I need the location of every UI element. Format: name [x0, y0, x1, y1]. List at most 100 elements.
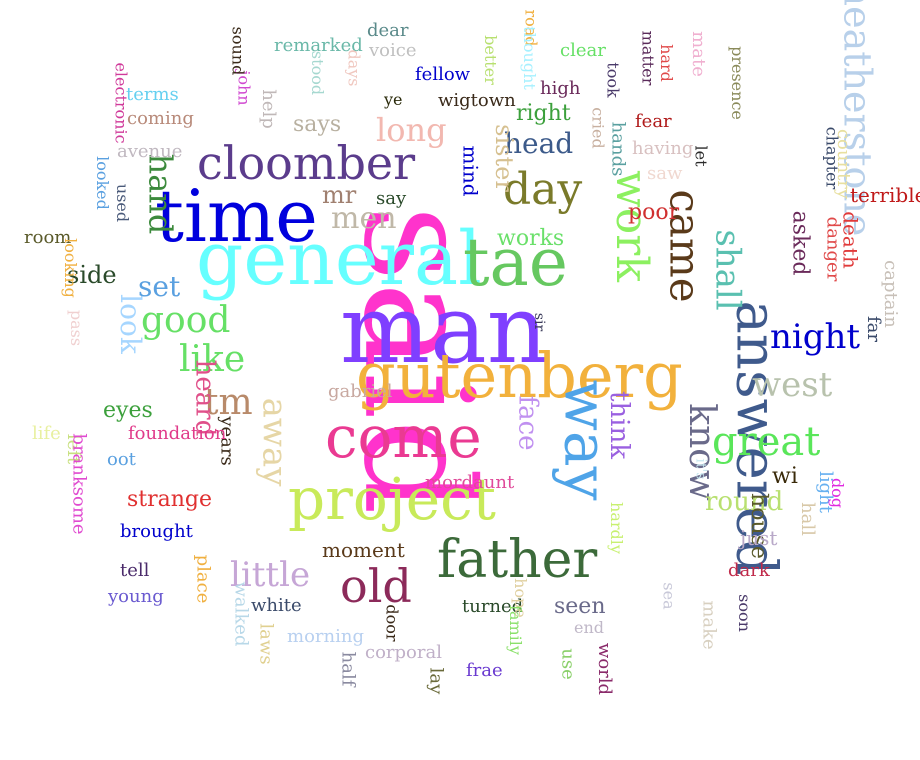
word-hard: hard — [656, 44, 676, 82]
word-tell: tell — [120, 560, 150, 581]
word-foundation: foundation — [128, 423, 227, 444]
word-seen: seen — [554, 594, 606, 619]
word-tae: tae — [463, 224, 568, 301]
word-fear: fear — [635, 111, 672, 132]
word-away: away — [254, 397, 295, 487]
word-little: little — [230, 555, 311, 595]
word-poor: poor — [628, 200, 680, 225]
word-sound: sound — [228, 26, 248, 76]
word-white: white — [251, 595, 302, 616]
word-mr: mr — [322, 181, 357, 209]
word-terms: terms — [126, 84, 179, 105]
word-pass: pass — [67, 309, 87, 347]
word-frae: frae — [466, 660, 503, 681]
word-life: life — [32, 423, 61, 444]
word-coming: coming — [127, 108, 194, 129]
word-works: works — [497, 226, 565, 251]
word-branksome: branksome — [68, 433, 90, 535]
word-asked: asked — [787, 210, 813, 276]
word-long: long — [376, 111, 447, 149]
word-help: help — [257, 89, 279, 129]
word-set: set — [138, 270, 181, 303]
word-day: day — [503, 164, 583, 215]
word-death: death — [838, 211, 863, 269]
word-days: days — [344, 49, 364, 87]
word-old: old — [340, 559, 412, 613]
word-took: took — [603, 62, 623, 98]
word-morning: morning — [287, 626, 364, 647]
word-world: world — [594, 642, 616, 696]
word-hall: hall — [796, 502, 818, 536]
word-eyes: eyes — [103, 398, 153, 423]
word-strange: strange — [127, 487, 213, 512]
word-head: head — [504, 127, 574, 160]
word-says: says — [293, 112, 342, 137]
word-matter: matter — [638, 30, 658, 86]
word-look: look — [113, 294, 147, 354]
word-terrible: terrible — [850, 183, 920, 207]
word-wigtown: wigtown — [438, 90, 516, 111]
word-danger: danger — [822, 216, 844, 282]
word-stood: stood — [308, 50, 328, 96]
word-hands: hands — [607, 121, 629, 177]
word-brought: brought — [120, 521, 193, 542]
word-it-s: it's — [692, 458, 709, 480]
word-side: side — [67, 261, 117, 289]
word-walked: walked — [230, 581, 252, 647]
word-thought: thought — [519, 26, 539, 90]
word-time: time — [155, 174, 318, 258]
word-dog: dog — [828, 477, 848, 509]
word-young: young — [108, 586, 164, 607]
word-turned: turned — [462, 596, 524, 617]
word-just: just — [740, 526, 778, 550]
word-looking: looking — [60, 238, 80, 298]
word-let: let — [691, 145, 711, 167]
word-like: like — [179, 339, 246, 380]
word-end: end — [574, 618, 605, 637]
word-used: used — [113, 183, 133, 223]
word-dark: dark — [728, 560, 770, 581]
word-place: place — [192, 554, 214, 604]
word-think: think — [604, 390, 635, 460]
word-sea: sea — [659, 582, 679, 610]
word-high: high — [540, 78, 581, 99]
word-room: room — [24, 227, 72, 248]
word-having: having — [632, 138, 694, 159]
word-gutenberg: gutenberg — [356, 339, 683, 412]
word-father: father — [437, 530, 598, 590]
word-sister: sister — [489, 124, 518, 192]
word-great: great — [712, 419, 821, 465]
word-dear: dear — [367, 20, 409, 41]
word-project: project — [288, 465, 496, 533]
word-voice: voice — [369, 40, 417, 61]
word-moment: moment — [322, 538, 405, 562]
word-men: men — [331, 201, 397, 236]
word-mind: mind — [458, 145, 483, 197]
word-electronic: electronic — [111, 62, 131, 144]
word-come: come — [325, 403, 482, 471]
word-looked: looked — [92, 156, 112, 210]
word-shall: shall — [707, 229, 748, 311]
word-cried: cried — [588, 107, 608, 149]
word-oot: oot — [107, 449, 136, 470]
word-lay: lay — [425, 667, 447, 695]
word-gabriel: gabriel — [328, 381, 393, 402]
word-face: face — [512, 395, 543, 451]
word-wi: wi — [772, 464, 798, 489]
word-clear: clear — [560, 40, 606, 61]
word-avenue: avenue — [117, 141, 183, 162]
word-work: work — [605, 170, 657, 282]
word-cloomber: cloomber — [197, 136, 416, 190]
word-soon: soon — [734, 594, 754, 632]
word-mate: mate — [687, 31, 709, 77]
word-right: right — [516, 101, 571, 126]
word-half: half — [337, 651, 359, 687]
word-family: family — [505, 605, 525, 655]
word-say: say — [376, 188, 407, 209]
word-hardly: hardly — [606, 502, 626, 554]
word-door: door — [382, 604, 402, 642]
word-presence: presence — [727, 46, 747, 120]
word-use: use — [557, 648, 579, 680]
word-laws: laws — [255, 623, 277, 665]
